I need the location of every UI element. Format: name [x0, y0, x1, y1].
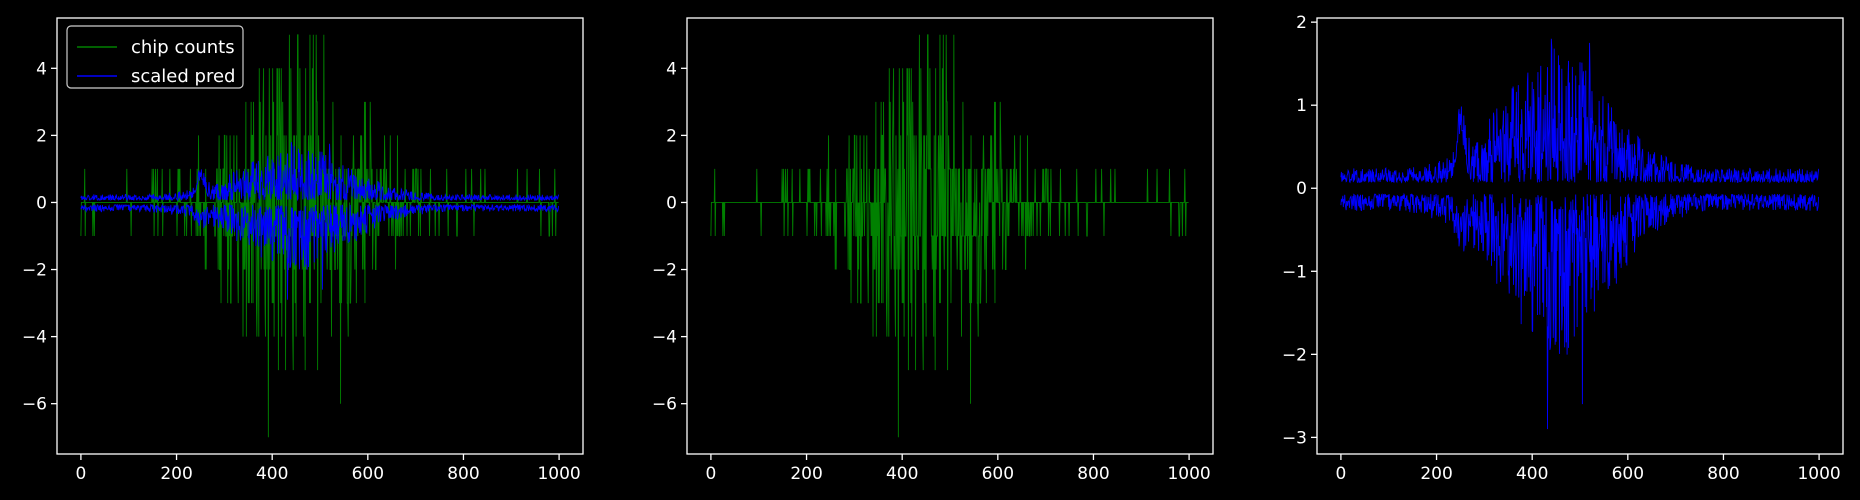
y-tick-label: −4	[22, 328, 47, 348]
series-scaled-pred-line-lower	[80, 203, 560, 300]
y-tick-label: −1	[1282, 262, 1307, 282]
x-tick-label: 0	[705, 464, 716, 484]
x-tick-label: 600	[352, 464, 384, 484]
x-tick-label: 200	[790, 464, 822, 484]
x-tick-label: 400	[886, 464, 918, 484]
plot-area	[1340, 38, 1820, 430]
plot-area	[710, 34, 1189, 438]
legend-label: chip counts	[131, 37, 235, 58]
series-pred-line-upper	[1340, 38, 1820, 184]
x-tick-label: 800	[1077, 464, 1109, 484]
x-tick-label: 0	[75, 464, 86, 484]
legend: chip counts scaled pred	[66, 25, 244, 89]
y-tick-label: −2	[1282, 345, 1307, 365]
x-tick-label: 1000	[537, 464, 580, 484]
x-tick-label: 1000	[1797, 464, 1840, 484]
plot-area	[80, 34, 560, 438]
y-tick-label: 0	[1296, 179, 1307, 199]
chart-panel-2: 0 200 400 600 800 1000 −6 −4 −2 0 2 4	[652, 17, 1214, 484]
x-tick-label: 800	[1707, 464, 1739, 484]
legend-box	[66, 25, 244, 89]
x-tick-label: 400	[256, 464, 288, 484]
axes-frame	[1316, 17, 1844, 455]
y-tick-label: 0	[36, 193, 47, 213]
x-tick-label: 1000	[1167, 464, 1210, 484]
y-tick-label: 2	[666, 126, 677, 146]
y-tick-label: −4	[652, 328, 677, 348]
chart-panel-3: 0 200 400 600 800 1000 −3 −2 −1 0 1 2	[1282, 13, 1844, 484]
y-tick-label: 2	[36, 126, 47, 146]
series-counts-line	[710, 34, 1189, 438]
y-tick-label: −3	[1282, 428, 1307, 448]
series-pred-line-lower	[1340, 192, 1820, 430]
x-tick-label: 400	[1516, 464, 1548, 484]
y-tick-label: −2	[22, 261, 47, 281]
y-tick-label: 1	[1296, 96, 1307, 116]
y-tick-label: 2	[1296, 13, 1307, 33]
y-tick-label: −6	[22, 395, 47, 415]
y-tick-label: 0	[666, 193, 677, 213]
x-tick-label: 0	[1335, 464, 1346, 484]
y-tick-label: −6	[652, 395, 677, 415]
y-tick-label: 4	[666, 59, 677, 79]
x-tick-label: 200	[1420, 464, 1452, 484]
chart-panel-1: 0 200 400 600 800 1000 −6 −4 −2 0 2 4 chip counts sca…	[22, 17, 584, 484]
x-tick-label: 200	[160, 464, 192, 484]
axes-frame	[56, 17, 584, 455]
x-tick-label: 800	[447, 464, 479, 484]
series-scaled-pred-line-upper	[80, 142, 560, 202]
legend-label: scaled pred	[131, 66, 235, 87]
axes-frame	[686, 17, 1214, 455]
y-tick-label: −2	[652, 261, 677, 281]
y-tick-label: 4	[36, 59, 47, 79]
x-tick-label: 600	[982, 464, 1014, 484]
x-tick-label: 600	[1612, 464, 1644, 484]
